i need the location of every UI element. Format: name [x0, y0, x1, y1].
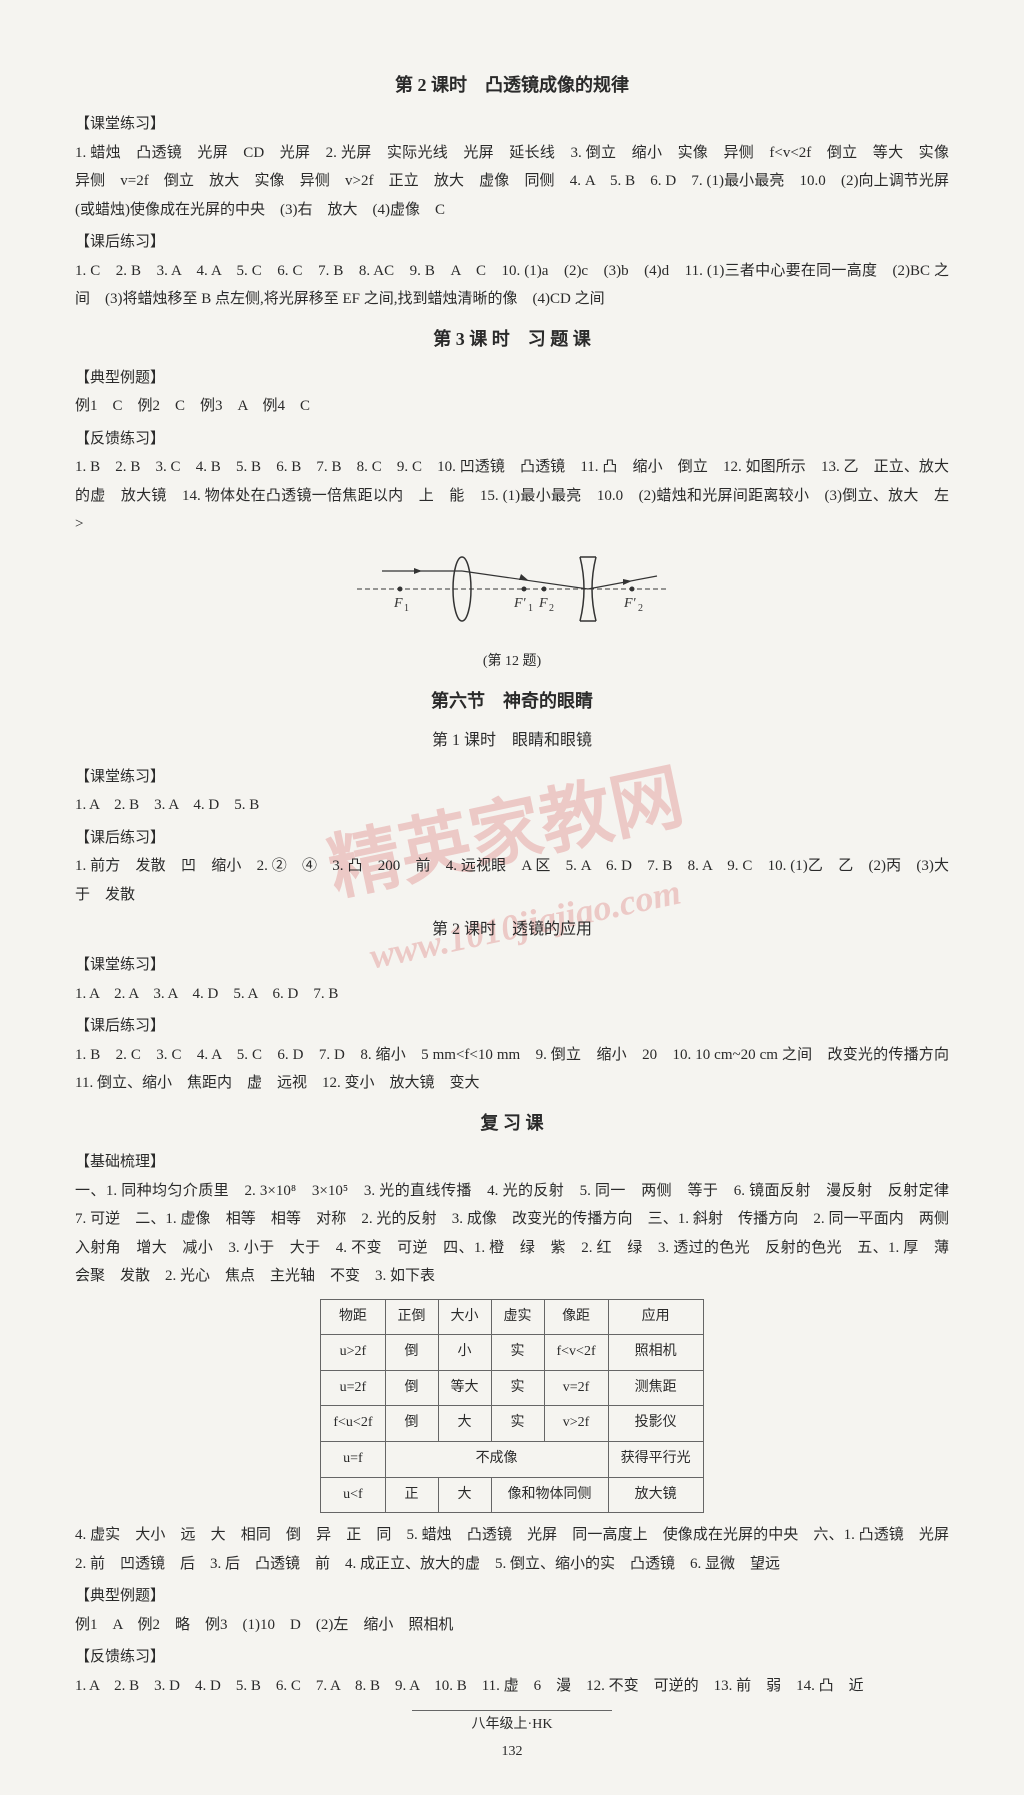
page-content: 第 2 课时 凸透镜成像的规律 【课堂练习】 1. 蜡烛 凸透镜 光屏 CD 光… [75, 68, 949, 1765]
section-5-label-2: 【典型例题】 [75, 1582, 949, 1611]
section-5-label-1: 【基础梳理】 [75, 1148, 949, 1177]
table-header-cell: 正倒 [385, 1299, 438, 1335]
section-3-subtitle: 第 1 课时 眼睛和眼镜 [75, 726, 949, 756]
svg-text:F: F [538, 596, 548, 611]
svg-text:F: F [393, 596, 403, 611]
section-2-p1: 例1 C 例2 C 例3 A 例4 C [75, 392, 949, 421]
table-cell: f<v<2f [544, 1335, 608, 1371]
section-4-label-2: 【课后练习】 [75, 1012, 949, 1041]
svg-text:2: 2 [549, 603, 554, 614]
table-header-cell: 虚实 [491, 1299, 544, 1335]
table-cell: 不成像 [385, 1442, 608, 1478]
table-row: u>2f倒小实f<v<2f照相机 [321, 1335, 703, 1371]
section-5-p3: 例1 A 例2 略 例3 (1)10 D (2)左 缩小 照相机 [75, 1611, 949, 1640]
svg-text:1: 1 [528, 603, 533, 614]
section-3-label-1: 【课堂练习】 [75, 763, 949, 792]
optics-diagram: F1 F'1 F2 F'2 [75, 549, 949, 640]
svg-text:F': F' [623, 596, 637, 611]
page-number: 132 [75, 1739, 949, 1766]
section-1-title: 第 2 课时 凸透镜成像的规律 [75, 68, 949, 102]
svg-text:F': F' [513, 596, 527, 611]
table-row: u<f正大像和物体同侧放大镜 [321, 1477, 703, 1513]
section-1-label-2: 【课后练习】 [75, 228, 949, 257]
section-4-subtitle: 第 2 课时 透镜的应用 [75, 915, 949, 945]
table-cell: 测焦距 [608, 1370, 703, 1406]
svg-text:1: 1 [404, 603, 409, 614]
table-cell: 大 [438, 1477, 491, 1513]
section-2-label-1: 【典型例题】 [75, 364, 949, 393]
section-5-p2: 4. 虚实 大小 远 大 相同 倒 异 正 同 5. 蜡烛 凸透镜 光屏 同一高… [75, 1521, 949, 1578]
table-cell: 倒 [385, 1370, 438, 1406]
table-cell: 正 [385, 1477, 438, 1513]
section-4-label-1: 【课堂练习】 [75, 951, 949, 980]
table-cell: f<u<2f [321, 1406, 385, 1442]
section-1-label-1: 【课堂练习】 [75, 110, 949, 139]
section-2-label-2: 【反馈练习】 [75, 425, 949, 454]
table-cell: 实 [491, 1406, 544, 1442]
section-5-label-3: 【反馈练习】 [75, 1643, 949, 1672]
table-cell: 投影仪 [608, 1406, 703, 1442]
table-row: f<u<2f倒大实v>2f投影仪 [321, 1406, 703, 1442]
table-cell: 小 [438, 1335, 491, 1371]
footer-text: 八年级上·HK [75, 1710, 949, 1739]
table-cell: 大 [438, 1406, 491, 1442]
table-cell: u=f [321, 1442, 385, 1478]
section-1-p2: 1. C 2. B 3. A 4. A 5. C 6. C 7. B 8. AC… [75, 257, 949, 314]
section-5-p4: 1. A 2. B 3. D 4. D 5. B 6. C 7. A 8. B … [75, 1672, 949, 1701]
table-row: u=f不成像获得平行光 [321, 1442, 703, 1478]
section-3-p2: 1. 前方 发散 凹 缩小 2. ② ④ 3. 凸 200 前 4. 远视眼 A… [75, 852, 949, 909]
section-3-p1: 1. A 2. B 3. A 4. D 5. B [75, 791, 949, 820]
table-cell: v>2f [544, 1406, 608, 1442]
table-cell: 获得平行光 [608, 1442, 703, 1478]
table-header-cell: 物距 [321, 1299, 385, 1335]
section-5-title: 复 习 课 [75, 1106, 949, 1140]
svg-text:2: 2 [638, 603, 643, 614]
table-cell: 倒 [385, 1406, 438, 1442]
table-cell: 倒 [385, 1335, 438, 1371]
section-3-label-2: 【课后练习】 [75, 824, 949, 853]
table-cell: 像和物体同侧 [491, 1477, 608, 1513]
section-4-p2: 1. B 2. C 3. C 4. A 5. C 6. D 7. D 8. 缩小… [75, 1041, 949, 1098]
section-5-p1: 一、1. 同种均匀介质里 2. 3×10⁸ 3×10⁵ 3. 光的直线传播 4.… [75, 1177, 949, 1291]
table-cell: 放大镜 [608, 1477, 703, 1513]
footer-rule [412, 1710, 612, 1711]
section-4-p1: 1. A 2. A 3. A 4. D 5. A 6. D 7. B [75, 980, 949, 1009]
table-cell: 实 [491, 1335, 544, 1371]
table-cell: u=2f [321, 1370, 385, 1406]
table-cell: 照相机 [608, 1335, 703, 1371]
table-cell: 等大 [438, 1370, 491, 1406]
table-header-cell: 像距 [544, 1299, 608, 1335]
optics-table: 物距正倒大小虚实像距应用u>2f倒小实f<v<2f照相机u=2f倒等大实v=2f… [320, 1299, 703, 1514]
table-cell: u>2f [321, 1335, 385, 1371]
table-cell: u<f [321, 1477, 385, 1513]
table-header-cell: 大小 [438, 1299, 491, 1335]
table-cell: 实 [491, 1370, 544, 1406]
diagram-caption: (第 12 题) [75, 649, 949, 676]
section-3-title: 第六节 神奇的眼睛 [75, 684, 949, 718]
table-header-cell: 应用 [608, 1299, 703, 1335]
footer-label: 八年级上·HK [472, 1717, 553, 1732]
section-1-p1: 1. 蜡烛 凸透镜 光屏 CD 光屏 2. 光屏 实际光线 光屏 延长线 3. … [75, 139, 949, 225]
section-2-p2: 1. B 2. B 3. C 4. B 5. B 6. B 7. B 8. C … [75, 453, 949, 539]
section-2-title: 第 3 课 时 习 题 课 [75, 322, 949, 356]
table-cell: v=2f [544, 1370, 608, 1406]
table-row: u=2f倒等大实v=2f测焦距 [321, 1370, 703, 1406]
